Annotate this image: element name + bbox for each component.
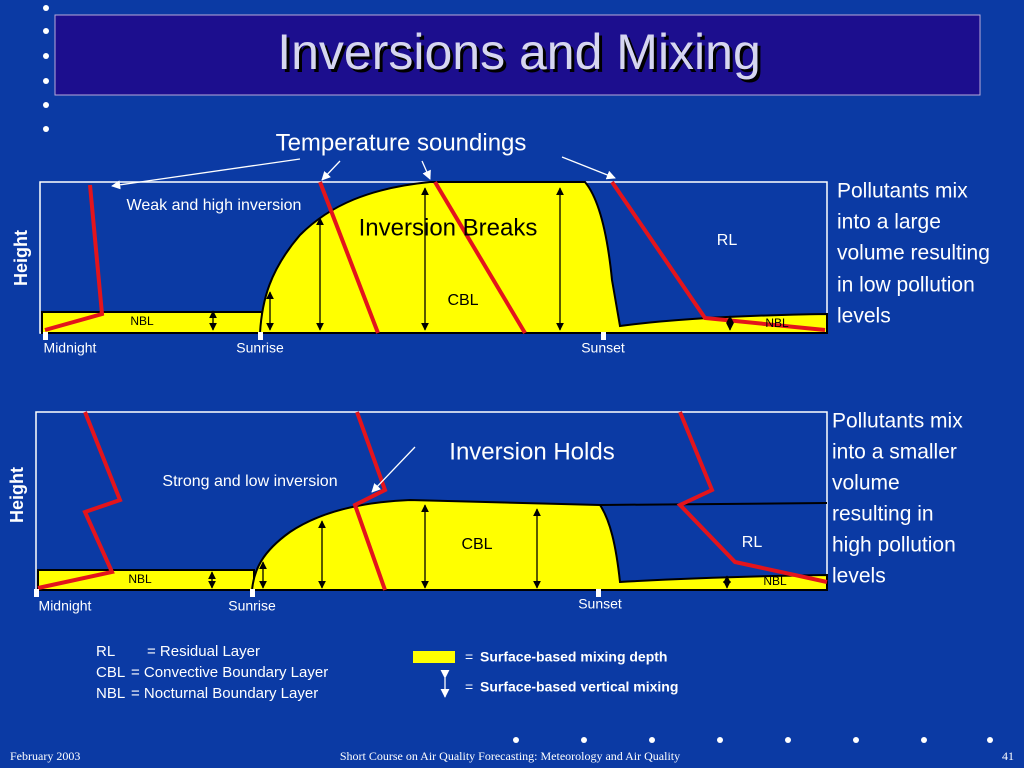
time-ticks-item xyxy=(250,589,255,597)
title-box xyxy=(54,14,981,96)
note-line: levels xyxy=(832,565,886,588)
time-label: Midnight xyxy=(39,598,92,614)
glossary-abbr: RL xyxy=(96,643,115,660)
y-axis-label: Height xyxy=(7,467,27,523)
glossary-abbr: NBL xyxy=(96,685,125,702)
sounding xyxy=(610,180,826,332)
time-ticks-item xyxy=(258,332,263,340)
layer-label: RL xyxy=(742,534,763,551)
layer-label: CBL xyxy=(461,536,492,553)
bullets-item xyxy=(581,737,587,743)
note: Pollutants mix into a smaller volume res… xyxy=(832,410,963,588)
note-line: in low pollution xyxy=(837,274,975,297)
legend-label: Surface-based vertical mixing xyxy=(480,679,678,695)
time-label: Sunset xyxy=(581,340,625,356)
footer-course: Short Course on Air Quality Forecasting:… xyxy=(340,749,680,763)
pointer xyxy=(421,160,431,180)
pointer xyxy=(371,446,416,493)
time-ticks-item xyxy=(601,332,606,340)
note-line: high pollution xyxy=(832,534,956,557)
note-line: resulting in xyxy=(832,503,934,526)
time-ticks-item xyxy=(34,589,39,597)
title: Inversions and Mixing xyxy=(277,24,761,80)
inversion-label: Strong and low inversion xyxy=(162,473,337,490)
pointer-label: Temperature soundings xyxy=(276,129,527,156)
time-ticks-item xyxy=(596,589,601,597)
time-label: Sunset xyxy=(578,596,622,612)
bullets-item xyxy=(43,102,49,108)
glossary-abbr: CBL xyxy=(96,664,125,681)
footer-date: February 2003 xyxy=(10,749,80,763)
time-ticks xyxy=(43,332,606,340)
bullets-item xyxy=(853,737,859,743)
note-line: Pollutants mix xyxy=(837,180,968,203)
note-line: into a large xyxy=(837,211,941,234)
inversion-label: Weak and high inversion xyxy=(127,197,302,214)
state-label: Inversion Breaks xyxy=(359,214,538,241)
layer-label: CBL xyxy=(447,292,478,309)
layer-label: NBL xyxy=(128,572,152,586)
layer-label: NBL xyxy=(763,574,787,588)
glossary-definition: = Convective Boundary Layer xyxy=(131,664,328,681)
sounding xyxy=(318,181,380,334)
bullets xyxy=(43,5,993,743)
bullets-item xyxy=(513,737,519,743)
note-line: levels xyxy=(837,305,891,328)
sounding xyxy=(433,180,527,335)
rl-top xyxy=(599,502,828,506)
layer-label: RL xyxy=(717,232,738,249)
footer: February 2003 Short Course on Air Qualit… xyxy=(10,749,1014,763)
y-axis-label: Height xyxy=(11,230,31,286)
bullets-item xyxy=(43,5,49,11)
legend-swatch xyxy=(413,651,455,663)
note: Pollutants mix into a large volume resul… xyxy=(837,180,990,328)
bullets-item xyxy=(987,737,993,743)
state-label: Inversion Holds xyxy=(449,438,614,465)
glossary-definition: = Residual Layer xyxy=(147,643,260,660)
sounding xyxy=(37,411,123,590)
layer-label: NBL xyxy=(765,316,789,330)
pointer xyxy=(561,156,616,180)
bullets-item xyxy=(785,737,791,743)
bullets-item xyxy=(649,737,655,743)
glossary: RL = Residual Layer CBL = Convective Bou… xyxy=(96,643,328,702)
legend-equals: = xyxy=(465,679,473,695)
sounding xyxy=(352,411,388,591)
time-label: Midnight xyxy=(44,340,97,356)
note-line: into a smaller xyxy=(832,441,957,464)
cbl-area xyxy=(258,181,828,334)
sounding xyxy=(676,411,828,584)
bullets-item xyxy=(43,126,49,132)
bullets-item xyxy=(717,737,723,743)
pointer xyxy=(321,160,341,181)
time-ticks-item xyxy=(43,332,48,340)
legend-label: Surface-based mixing depth xyxy=(480,649,667,665)
bullets-item xyxy=(43,28,49,34)
note-line: volume resulting xyxy=(837,242,990,265)
note-line: Pollutants mix xyxy=(832,410,963,433)
pointer xyxy=(111,158,301,190)
bullets-item xyxy=(43,78,49,84)
bullets-item xyxy=(921,737,927,743)
layer-label: NBL xyxy=(130,314,154,328)
note-line: volume xyxy=(832,472,900,495)
footer-page: 41 xyxy=(1002,749,1014,763)
time-label: Sunrise xyxy=(228,598,276,614)
legend-equals: = xyxy=(465,649,473,665)
time-label: Sunrise xyxy=(236,340,284,356)
glossary-definition: = Nocturnal Boundary Layer xyxy=(131,685,318,702)
bullets-item xyxy=(43,53,49,59)
time-ticks xyxy=(34,589,601,597)
title-shadow: Inversions and Mixing xyxy=(280,27,764,83)
sounding xyxy=(44,184,105,332)
